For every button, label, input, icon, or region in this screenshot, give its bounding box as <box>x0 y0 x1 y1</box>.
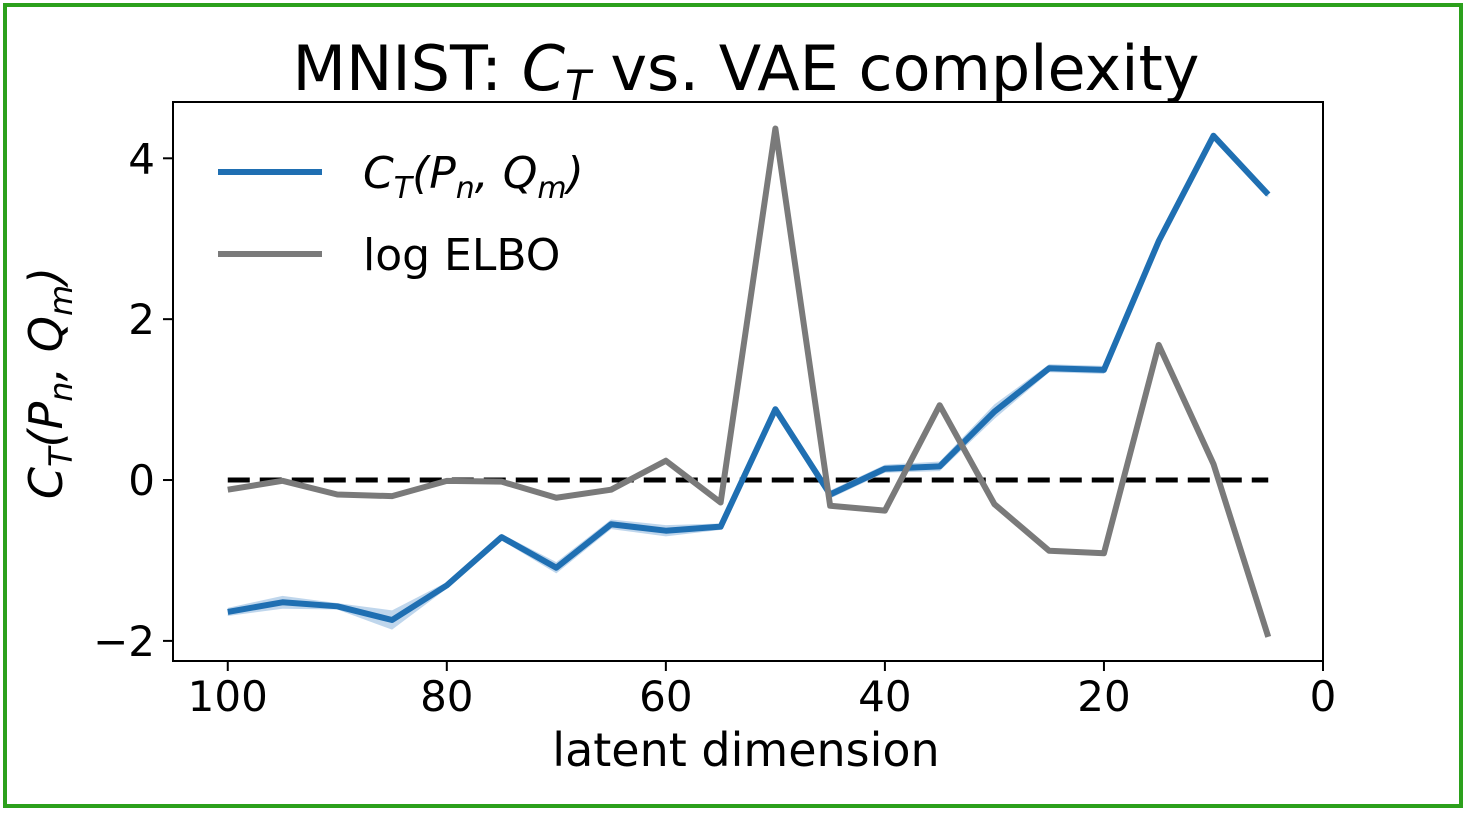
x-tick-label: 0 <box>1310 672 1337 721</box>
y-tick-label: 4 <box>128 134 155 183</box>
plot-area-frame <box>172 101 1324 662</box>
x-tick-label: 100 <box>188 672 268 721</box>
x-tick-label: 80 <box>420 672 473 721</box>
x-tick-label: 40 <box>858 672 911 721</box>
x-axis-label: latent dimension <box>552 723 939 777</box>
y-tick-label: −2 <box>93 617 155 666</box>
y-axis-label: CT(Pn, Qm) <box>19 267 80 499</box>
y-tick-label: 0 <box>128 456 155 505</box>
x-tick-label: 60 <box>639 672 692 721</box>
legend-label-1: log ELBO <box>363 230 560 281</box>
legend: CT(Pn, Qm) log ELBO <box>218 148 584 281</box>
x-tick-label: 20 <box>1077 672 1130 721</box>
series-1-line <box>227 125 1272 638</box>
series-0-line <box>227 132 1271 623</box>
series-0-band <box>227 132 1269 630</box>
y-tick-label: 2 <box>128 295 155 344</box>
chart-title: MNIST: CT vs. VAE complexity <box>293 32 1200 110</box>
legend-label-0: CT(Pn, Qm) <box>363 148 584 206</box>
